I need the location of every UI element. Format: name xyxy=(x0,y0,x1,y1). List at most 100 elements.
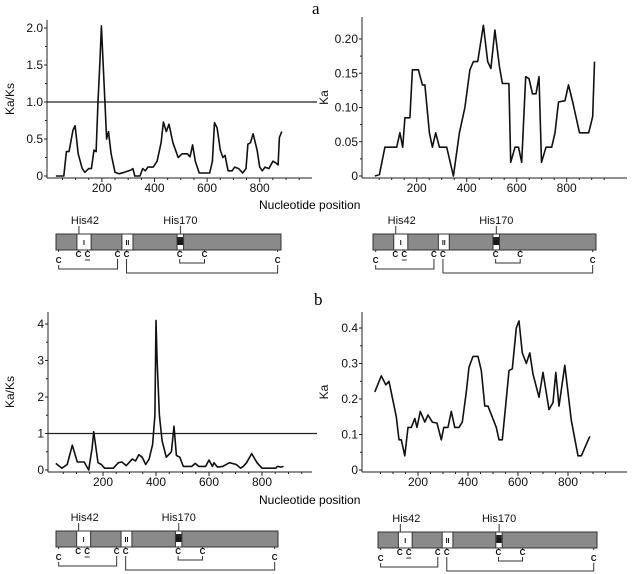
motif-box xyxy=(76,233,92,251)
y-axis-title: Ka xyxy=(317,90,331,105)
his42-label: His42 xyxy=(71,215,99,227)
motif-label: III xyxy=(493,240,499,247)
disulfide-bracket xyxy=(126,259,279,274)
y-tick-label: 0.15 xyxy=(335,66,359,80)
y-tick-label: 0.05 xyxy=(335,135,359,149)
y-axis-title: Ka/Ks xyxy=(3,83,17,115)
y-tick-label: 1.5 xyxy=(26,58,43,72)
y-tick-label: 0.1 xyxy=(341,428,358,442)
cys-label: C xyxy=(124,250,130,259)
motif-label: I xyxy=(83,537,85,544)
x-axis-title-b: Nucleotide position xyxy=(259,493,361,507)
x-tick-label: 800 xyxy=(252,475,272,489)
cys-label: C xyxy=(373,256,379,265)
x-tick-label: 600 xyxy=(507,181,527,195)
cys-label: C xyxy=(496,548,502,557)
his170-label: His170 xyxy=(482,513,516,525)
cys-label: C xyxy=(444,548,450,557)
series-line xyxy=(374,320,591,457)
y-tick-label: 2 xyxy=(37,390,44,404)
series-line xyxy=(55,319,284,471)
cys-label: C xyxy=(517,250,523,259)
cys-label: C xyxy=(200,547,206,556)
disulfide-bracket xyxy=(177,556,204,561)
cys-label: C xyxy=(114,547,120,556)
cys-label: C xyxy=(175,547,181,556)
his42-label: His42 xyxy=(71,512,99,524)
cys-label: C xyxy=(590,256,596,265)
motif-label: I xyxy=(83,240,85,247)
cys-label: C xyxy=(493,250,499,259)
cys-label: C xyxy=(520,548,526,557)
y-tick-label: 4 xyxy=(37,317,44,331)
motif-iii-fill xyxy=(493,237,499,245)
y-tick-label: 1.0 xyxy=(26,95,43,109)
motif-label: II xyxy=(446,538,450,545)
y-tick-label: 0 xyxy=(37,463,44,477)
disulfide-bracket xyxy=(495,259,521,264)
y-axis-title: Ka xyxy=(317,384,331,399)
motif-iii-fill xyxy=(175,534,182,542)
motif-label: II xyxy=(442,240,446,247)
cys-label: C xyxy=(115,250,121,259)
motif-label: I xyxy=(404,538,406,545)
cys-label: C xyxy=(177,250,183,259)
disulfide-bracket xyxy=(446,557,595,572)
series-line xyxy=(374,24,596,177)
motif-label: I xyxy=(400,240,402,247)
cys-label: C xyxy=(435,548,441,557)
disulfide-bracket xyxy=(497,557,524,562)
y-tick-label: 0 xyxy=(351,169,358,183)
x-axis-title-a: Nucleotide position xyxy=(259,198,361,212)
cys-label: C xyxy=(378,554,384,563)
cys-label: C xyxy=(75,547,81,556)
y-tick-label: 0.2 xyxy=(341,392,358,406)
y-tick-label: 1 xyxy=(37,427,44,441)
motif-box xyxy=(76,530,92,548)
his42-label: His42 xyxy=(392,513,420,525)
disulfide-bracket xyxy=(58,556,118,567)
motif-box xyxy=(120,530,133,548)
motif-box xyxy=(437,233,450,251)
y-tick-label: 3 xyxy=(37,354,44,368)
motif-iii-fill xyxy=(177,237,184,245)
x-tick-label: 400 xyxy=(457,181,477,195)
disulfide-bracket xyxy=(179,259,205,264)
y-tick-label: 0.20 xyxy=(335,32,359,46)
gene-bar xyxy=(55,233,282,251)
cys-label: C xyxy=(440,250,446,259)
y-tick-label: 0 xyxy=(351,463,358,477)
gene-bar xyxy=(377,531,598,549)
his170-label: His170 xyxy=(162,512,196,524)
cys-label: C xyxy=(56,553,62,562)
disulfide-bracket xyxy=(375,259,435,270)
cys-label: C xyxy=(272,553,278,562)
disulfide-bracket xyxy=(442,259,594,274)
x-tick-label: 600 xyxy=(197,181,217,195)
his170-label: His170 xyxy=(479,215,513,227)
cys-label: C xyxy=(392,250,398,259)
x-tick-label: 600 xyxy=(199,475,219,489)
cys-label: C xyxy=(406,548,412,557)
y-tick-label: 0.3 xyxy=(341,357,358,371)
cys-label: C xyxy=(397,548,403,557)
cys-label: C xyxy=(76,250,82,259)
motif-label: III xyxy=(496,538,502,545)
x-tick-label: 400 xyxy=(144,181,164,195)
cys-label: C xyxy=(591,554,597,563)
gene-bar xyxy=(55,530,279,548)
motif-label: III xyxy=(176,537,182,544)
cys-label: C xyxy=(85,250,91,259)
motif-box xyxy=(393,233,409,251)
cys-label: C xyxy=(401,250,407,259)
x-tick-label: 800 xyxy=(558,475,578,489)
cys-label: C xyxy=(56,256,62,265)
cys-label: C xyxy=(275,256,281,265)
x-tick-label: 200 xyxy=(408,475,428,489)
gene-bar xyxy=(372,233,597,251)
y-tick-label: 0 xyxy=(36,169,43,183)
disulfide-bracket xyxy=(125,556,276,571)
cys-label: C xyxy=(84,547,90,556)
